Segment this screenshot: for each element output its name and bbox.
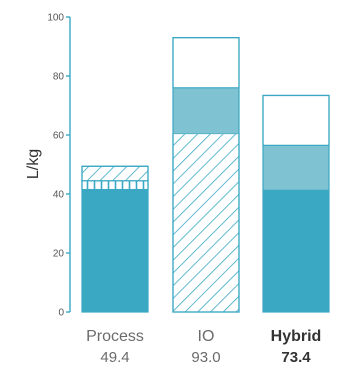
- bar-segment-empty: [262, 94, 330, 146]
- y-tick-label: 40: [53, 190, 65, 201]
- total-value-label: 73.4: [281, 349, 311, 366]
- bar-outline: [81, 165, 149, 313]
- y-tick-label: 20: [53, 249, 65, 260]
- y-tick-label: 0: [58, 308, 64, 319]
- bar-segment-diagonal: [81, 165, 149, 182]
- bar-segment-solid: [263, 189, 329, 312]
- bar-segment-empty: [172, 37, 240, 89]
- y-axis-label: L/kg: [25, 149, 42, 179]
- bars: [81, 37, 330, 313]
- bar-segment-vertical: [81, 180, 149, 191]
- category-label: Process: [86, 328, 144, 345]
- category-label: Hybrid: [271, 328, 322, 345]
- total-value-label: 93.0: [191, 349, 220, 366]
- bar-io: [172, 37, 240, 313]
- bar-outline: [262, 94, 330, 313]
- bar-outline: [172, 37, 240, 313]
- category-labels: Process 49.4 IO 93.0 Hybrid 73.4: [86, 328, 321, 366]
- bar-segment-light: [263, 145, 329, 190]
- total-value-label: 49.4: [100, 349, 129, 366]
- bar-segment-light: [173, 87, 239, 134]
- y-tick-label: 80: [53, 72, 65, 83]
- category-label: IO: [198, 328, 215, 345]
- bar-process: [81, 165, 149, 313]
- bar-hybrid: [262, 94, 330, 313]
- y-tick-label: 60: [53, 131, 65, 142]
- bar-segment-solid: [82, 189, 148, 312]
- y-axis: 0 20 40 60 80 100: [47, 13, 71, 319]
- bar-segment-diagonal: [172, 132, 240, 313]
- y-tick-label: 100: [47, 13, 64, 24]
